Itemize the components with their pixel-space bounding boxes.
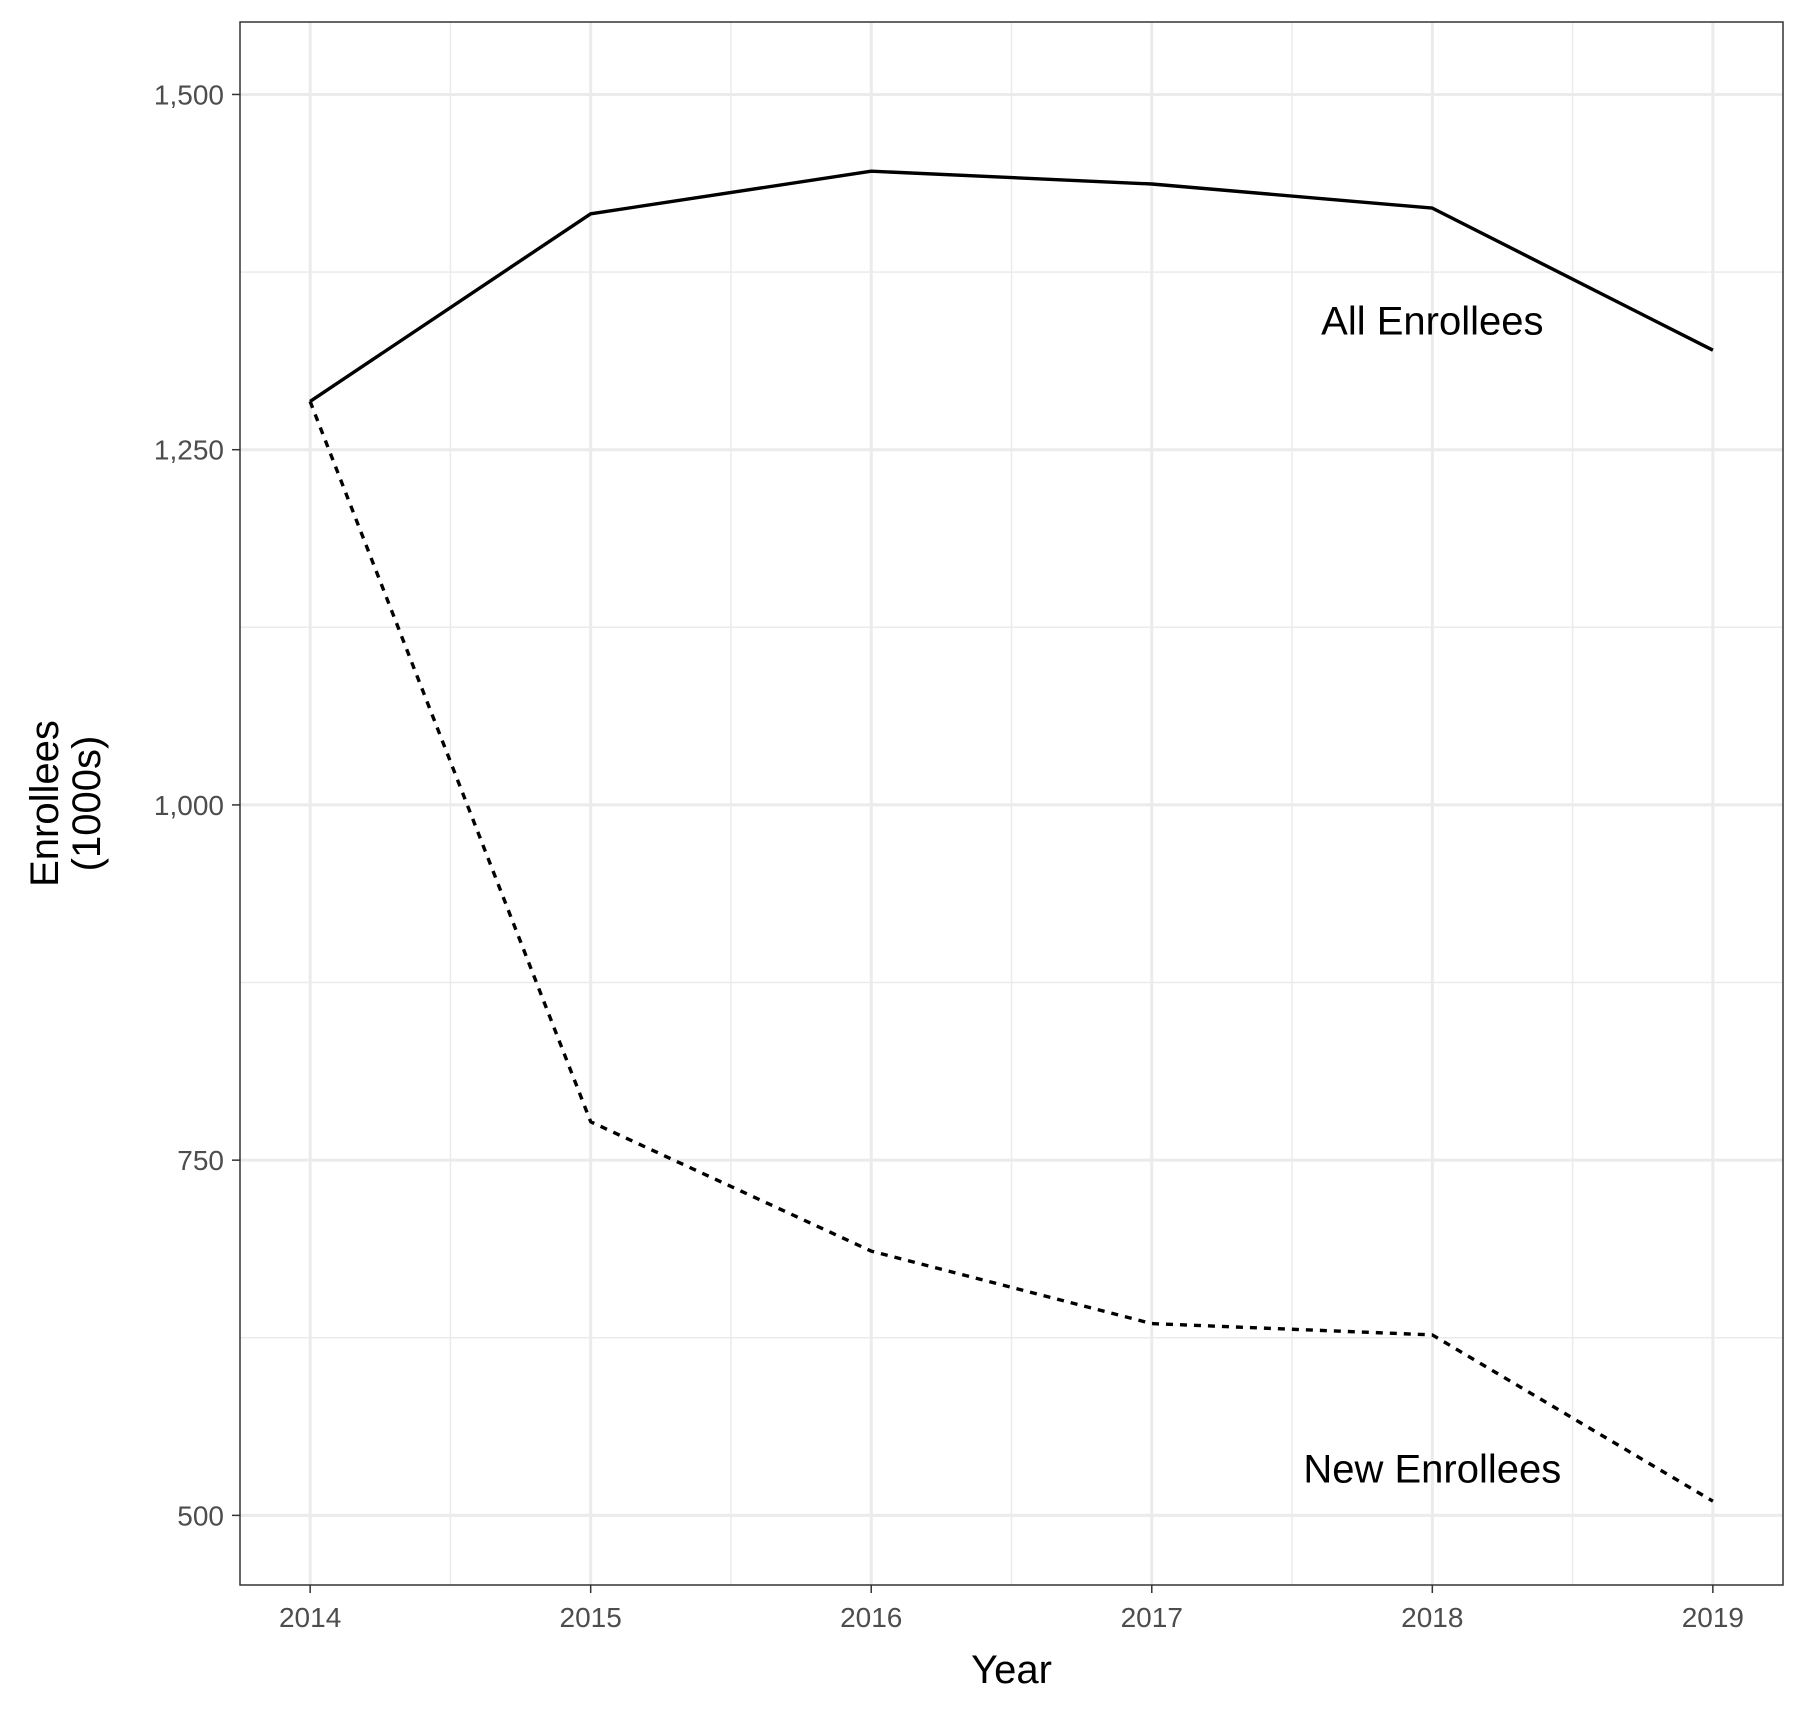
y-tick-label: 1,500: [154, 79, 224, 110]
x-tick-label: 2016: [840, 1602, 902, 1633]
x-tick-label: 2014: [279, 1602, 341, 1633]
major-gridlines: [240, 22, 1783, 1585]
y-axis-title-line-1: Enrollees: [23, 720, 67, 887]
y-tick-label: 500: [177, 1500, 224, 1531]
y-tick-label: 1,250: [154, 435, 224, 466]
y-tick-label: 750: [177, 1145, 224, 1176]
x-tick-label: 2019: [1682, 1602, 1744, 1633]
new-enrollees-label: New Enrollees: [1303, 1448, 1561, 1492]
x-tick-label: 2018: [1401, 1602, 1463, 1633]
x-tick-label: 2015: [560, 1602, 622, 1633]
new-enrollees-line: [308, 400, 1714, 1503]
all-enrollees-line: [309, 169, 1714, 403]
y-tick-label: 1,000: [154, 790, 224, 821]
panel-border-rect: [239, 21, 1784, 1586]
y-axis-title: Enrollees (1000s): [23, 720, 109, 887]
plot-panel-border: [239, 21, 1784, 1586]
x-axis-ticks: 2014 2015 2016 2017 2018 2019: [279, 1585, 1744, 1633]
series-lines: [308, 169, 1714, 1503]
all-enrollees-label: All Enrollees: [1321, 300, 1543, 344]
x-axis-title: Year: [971, 1648, 1052, 1692]
axis-titles: Year Enrollees (1000s): [23, 720, 1052, 1692]
y-axis-ticks: 500 750 1,000 1,250 1,500: [154, 79, 240, 1531]
series-labels: All Enrollees New Enrollees: [1303, 300, 1561, 1492]
x-tick-label: 2017: [1121, 1602, 1183, 1633]
y-axis-title-line-2: (1000s): [65, 736, 109, 872]
